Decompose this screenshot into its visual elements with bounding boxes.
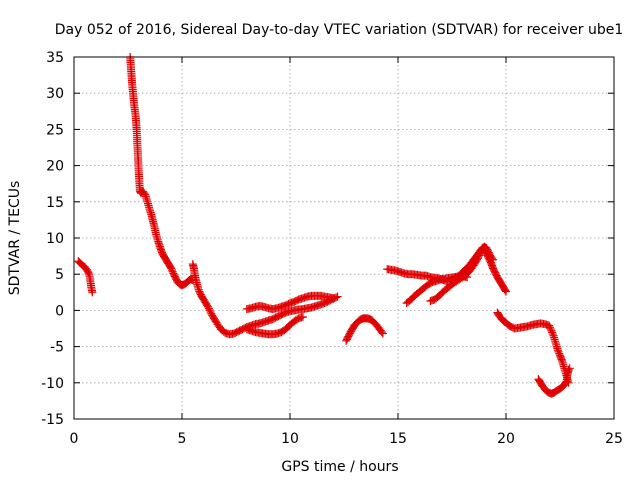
y-tick-label: 20: [46, 159, 64, 175]
series-arc-10: [493, 308, 573, 387]
x-axis-label: GPS time / hours: [281, 459, 398, 475]
data-point: [502, 287, 510, 296]
data-point: [545, 323, 554, 332]
data-point: [329, 294, 338, 303]
y-tick-label: 15: [46, 195, 64, 211]
data-point: [205, 306, 214, 315]
data-points: [74, 53, 574, 398]
data-point: [203, 302, 212, 311]
data-point: [501, 286, 510, 295]
data-point: [333, 292, 342, 301]
grid-lines: [74, 57, 614, 419]
x-tick-label: 0: [70, 431, 79, 447]
y-axis-label: SDTVAR / TECUs: [7, 181, 23, 296]
data-point: [564, 365, 573, 374]
data-point: [546, 324, 555, 333]
data-point: [565, 364, 574, 373]
x-tick-label: 5: [178, 431, 187, 447]
data-point: [167, 266, 176, 275]
y-tick-label: -15: [41, 412, 64, 428]
series-arc-4: [242, 291, 338, 313]
data-point: [204, 304, 213, 313]
series-arc-11: [534, 364, 574, 398]
data-point: [487, 254, 496, 263]
x-tick-label: 20: [497, 431, 515, 447]
data-point: [547, 326, 556, 335]
y-tick-label: -5: [50, 340, 64, 356]
data-point: [84, 268, 93, 277]
plot-frame: [73, 56, 615, 420]
data-point: [489, 255, 498, 264]
series-arc-1: [74, 257, 97, 297]
x-tick-label: 25: [605, 431, 623, 447]
data-point: [463, 273, 472, 282]
data-point: [553, 346, 562, 355]
data-point: [167, 264, 176, 273]
data-point: [548, 330, 557, 339]
data-point: [298, 312, 307, 321]
series-arc-5: [242, 312, 307, 339]
data-point: [378, 329, 387, 338]
y-tick-label: 25: [46, 122, 64, 138]
y-tick-label: 10: [46, 231, 64, 247]
y-tick-label: 0: [55, 303, 64, 319]
series-arc-6: [342, 314, 387, 345]
y-tick-label: 5: [55, 267, 64, 283]
data-point: [548, 328, 557, 337]
data-point: [545, 321, 554, 330]
chart-title: Day 052 of 2016, Sidereal Day-to-day VTE…: [55, 22, 624, 38]
y-tick-label: -10: [41, 376, 64, 392]
tick-labels: 0 5 10 15 20 25 -15 -10 -5 0 5 10 15 20 25 30 35: [41, 50, 623, 447]
series-arc-8: [426, 242, 498, 305]
data-point: [377, 328, 386, 337]
y-tick-label: 35: [46, 50, 64, 66]
data-point: [88, 288, 97, 297]
series-arc-2: [126, 53, 197, 290]
x-tick-label: 10: [281, 431, 299, 447]
x-tick-label: 15: [389, 431, 407, 447]
data-point: [206, 307, 215, 316]
data-point: [554, 347, 563, 356]
series-arc-9: [402, 272, 472, 308]
y-tick-label: 30: [46, 86, 64, 102]
